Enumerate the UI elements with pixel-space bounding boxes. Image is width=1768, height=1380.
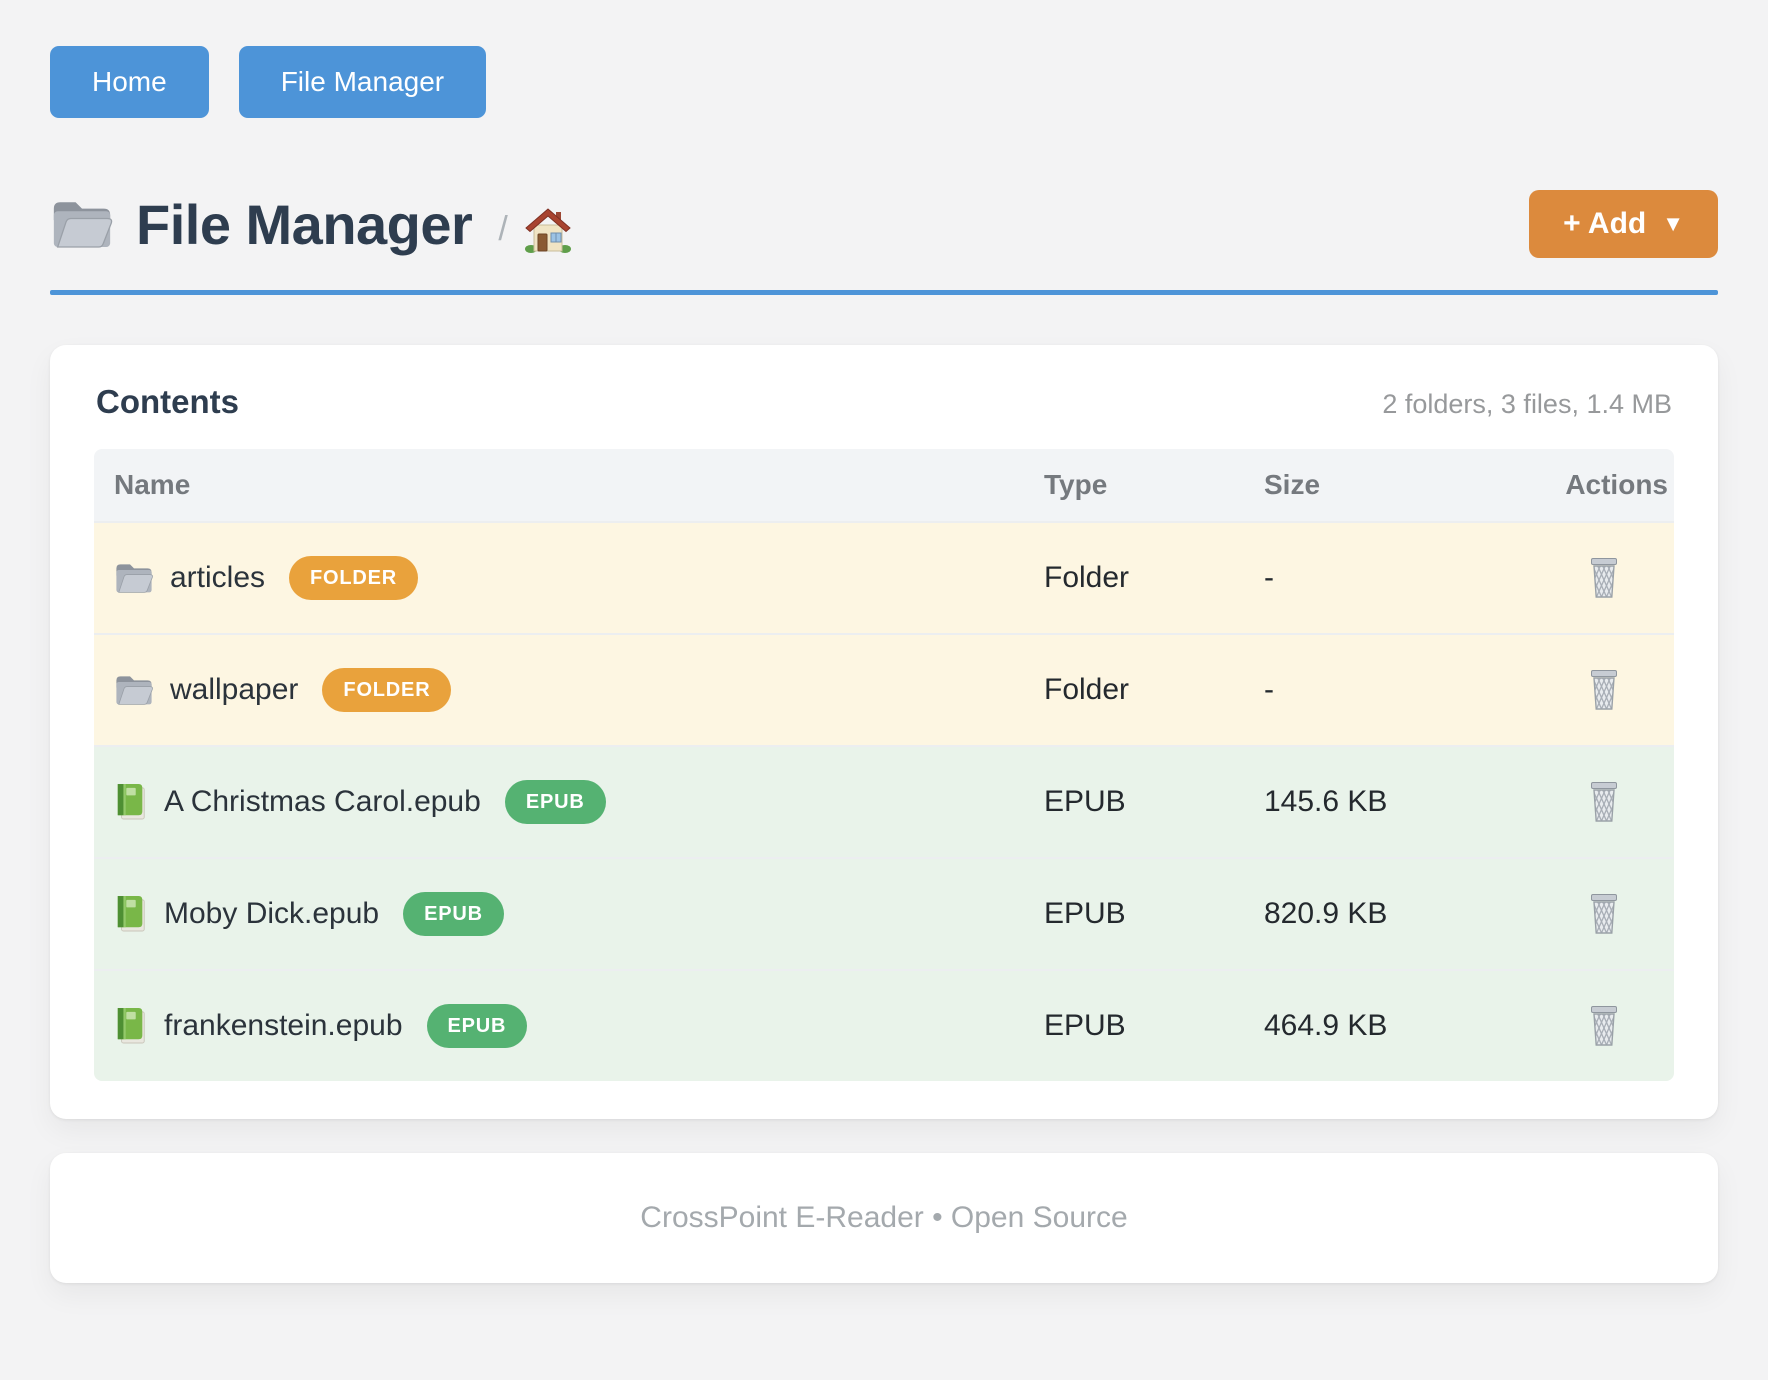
book-icon (117, 895, 145, 932)
file-name: articles (170, 561, 266, 594)
type-badge: EPUB (403, 892, 504, 936)
delete-button[interactable] (1582, 776, 1626, 828)
file-type: EPUB (1044, 785, 1126, 818)
trash-icon (1586, 668, 1622, 712)
caret-down-icon: ▼ (1662, 211, 1684, 236)
file-type: Folder (1044, 673, 1130, 706)
folder-icon (116, 564, 153, 593)
delete-button[interactable] (1582, 888, 1626, 940)
top-nav: Home File Manager (50, 46, 1718, 118)
file-size: 145.6 KB (1264, 785, 1388, 818)
book-icon (117, 783, 145, 820)
contents-card: Contents 2 folders, 3 files, 1.4 MB Name… (50, 345, 1718, 1119)
table-body: articles FOLDER Folder - wallpaper FOLDE… (94, 521, 1674, 1081)
table-row[interactable]: articles FOLDER Folder - (94, 521, 1674, 633)
trash-icon (1586, 892, 1622, 936)
type-badge: FOLDER (289, 556, 419, 600)
footer-text: CrossPoint E-Reader • Open Source (640, 1201, 1128, 1234)
table-row[interactable]: wallpaper FOLDER Folder - (94, 633, 1674, 745)
file-name: wallpaper (170, 673, 299, 706)
delete-button[interactable] (1582, 1000, 1626, 1052)
delete-button[interactable] (1582, 552, 1626, 604)
folder-icon (116, 676, 153, 705)
file-type: Folder (1044, 561, 1130, 594)
file-type: EPUB (1044, 1009, 1126, 1042)
file-type: EPUB (1044, 897, 1126, 930)
contents-title: Contents (96, 383, 239, 420)
house-icon[interactable] (524, 207, 572, 253)
page-title: File Manager (136, 192, 473, 256)
file-name: Moby Dick.epub (164, 897, 380, 930)
file-size: - (1264, 673, 1274, 706)
page-header: File Manager / + Add ▼ (50, 190, 1718, 258)
column-header-actions: Actions (1565, 469, 1668, 500)
file-table: Name Type Size Actions articles FOLDER F… (94, 449, 1674, 1081)
add-button-label: + Add (1563, 207, 1647, 240)
table-row[interactable]: Moby Dick.epub EPUB EPUB 820.9 KB (94, 857, 1674, 969)
trash-icon (1586, 556, 1622, 600)
home-button[interactable]: Home (50, 46, 209, 118)
header-divider (50, 290, 1718, 295)
add-button[interactable]: + Add ▼ (1529, 190, 1718, 258)
file-manager-page: Home File Manager File Manager / + Add ▼… (50, 46, 1718, 1283)
trash-icon (1586, 1004, 1622, 1048)
type-badge: FOLDER (322, 668, 452, 712)
footer-card: CrossPoint E-Reader • Open Source (50, 1153, 1718, 1283)
table-header-row: Name Type Size Actions (94, 449, 1674, 521)
file-name: frankenstein.epub (164, 1009, 403, 1042)
file-size: 464.9 KB (1264, 1009, 1388, 1042)
contents-summary: 2 folders, 3 files, 1.4 MB (1382, 389, 1672, 419)
folder-icon (53, 201, 113, 248)
trash-icon (1586, 780, 1622, 824)
type-badge: EPUB (426, 1004, 528, 1048)
column-header-size: Size (1264, 469, 1321, 500)
table-row[interactable]: frankenstein.epub EPUB EPUB 464.9 KB (94, 969, 1674, 1081)
type-badge: EPUB (504, 780, 606, 824)
file-size: - (1264, 561, 1274, 594)
table-row[interactable]: A Christmas Carol.epub EPUB EPUB 145.6 K… (94, 745, 1674, 857)
file-size: 820.9 KB (1264, 897, 1388, 930)
delete-button[interactable] (1582, 664, 1626, 716)
column-header-name: Name (114, 469, 191, 500)
book-icon (117, 1007, 145, 1044)
breadcrumb: / (498, 209, 508, 248)
file-name: A Christmas Carol.epub (164, 785, 481, 818)
column-header-type: Type (1044, 469, 1108, 500)
file-manager-button[interactable]: File Manager (238, 46, 487, 118)
